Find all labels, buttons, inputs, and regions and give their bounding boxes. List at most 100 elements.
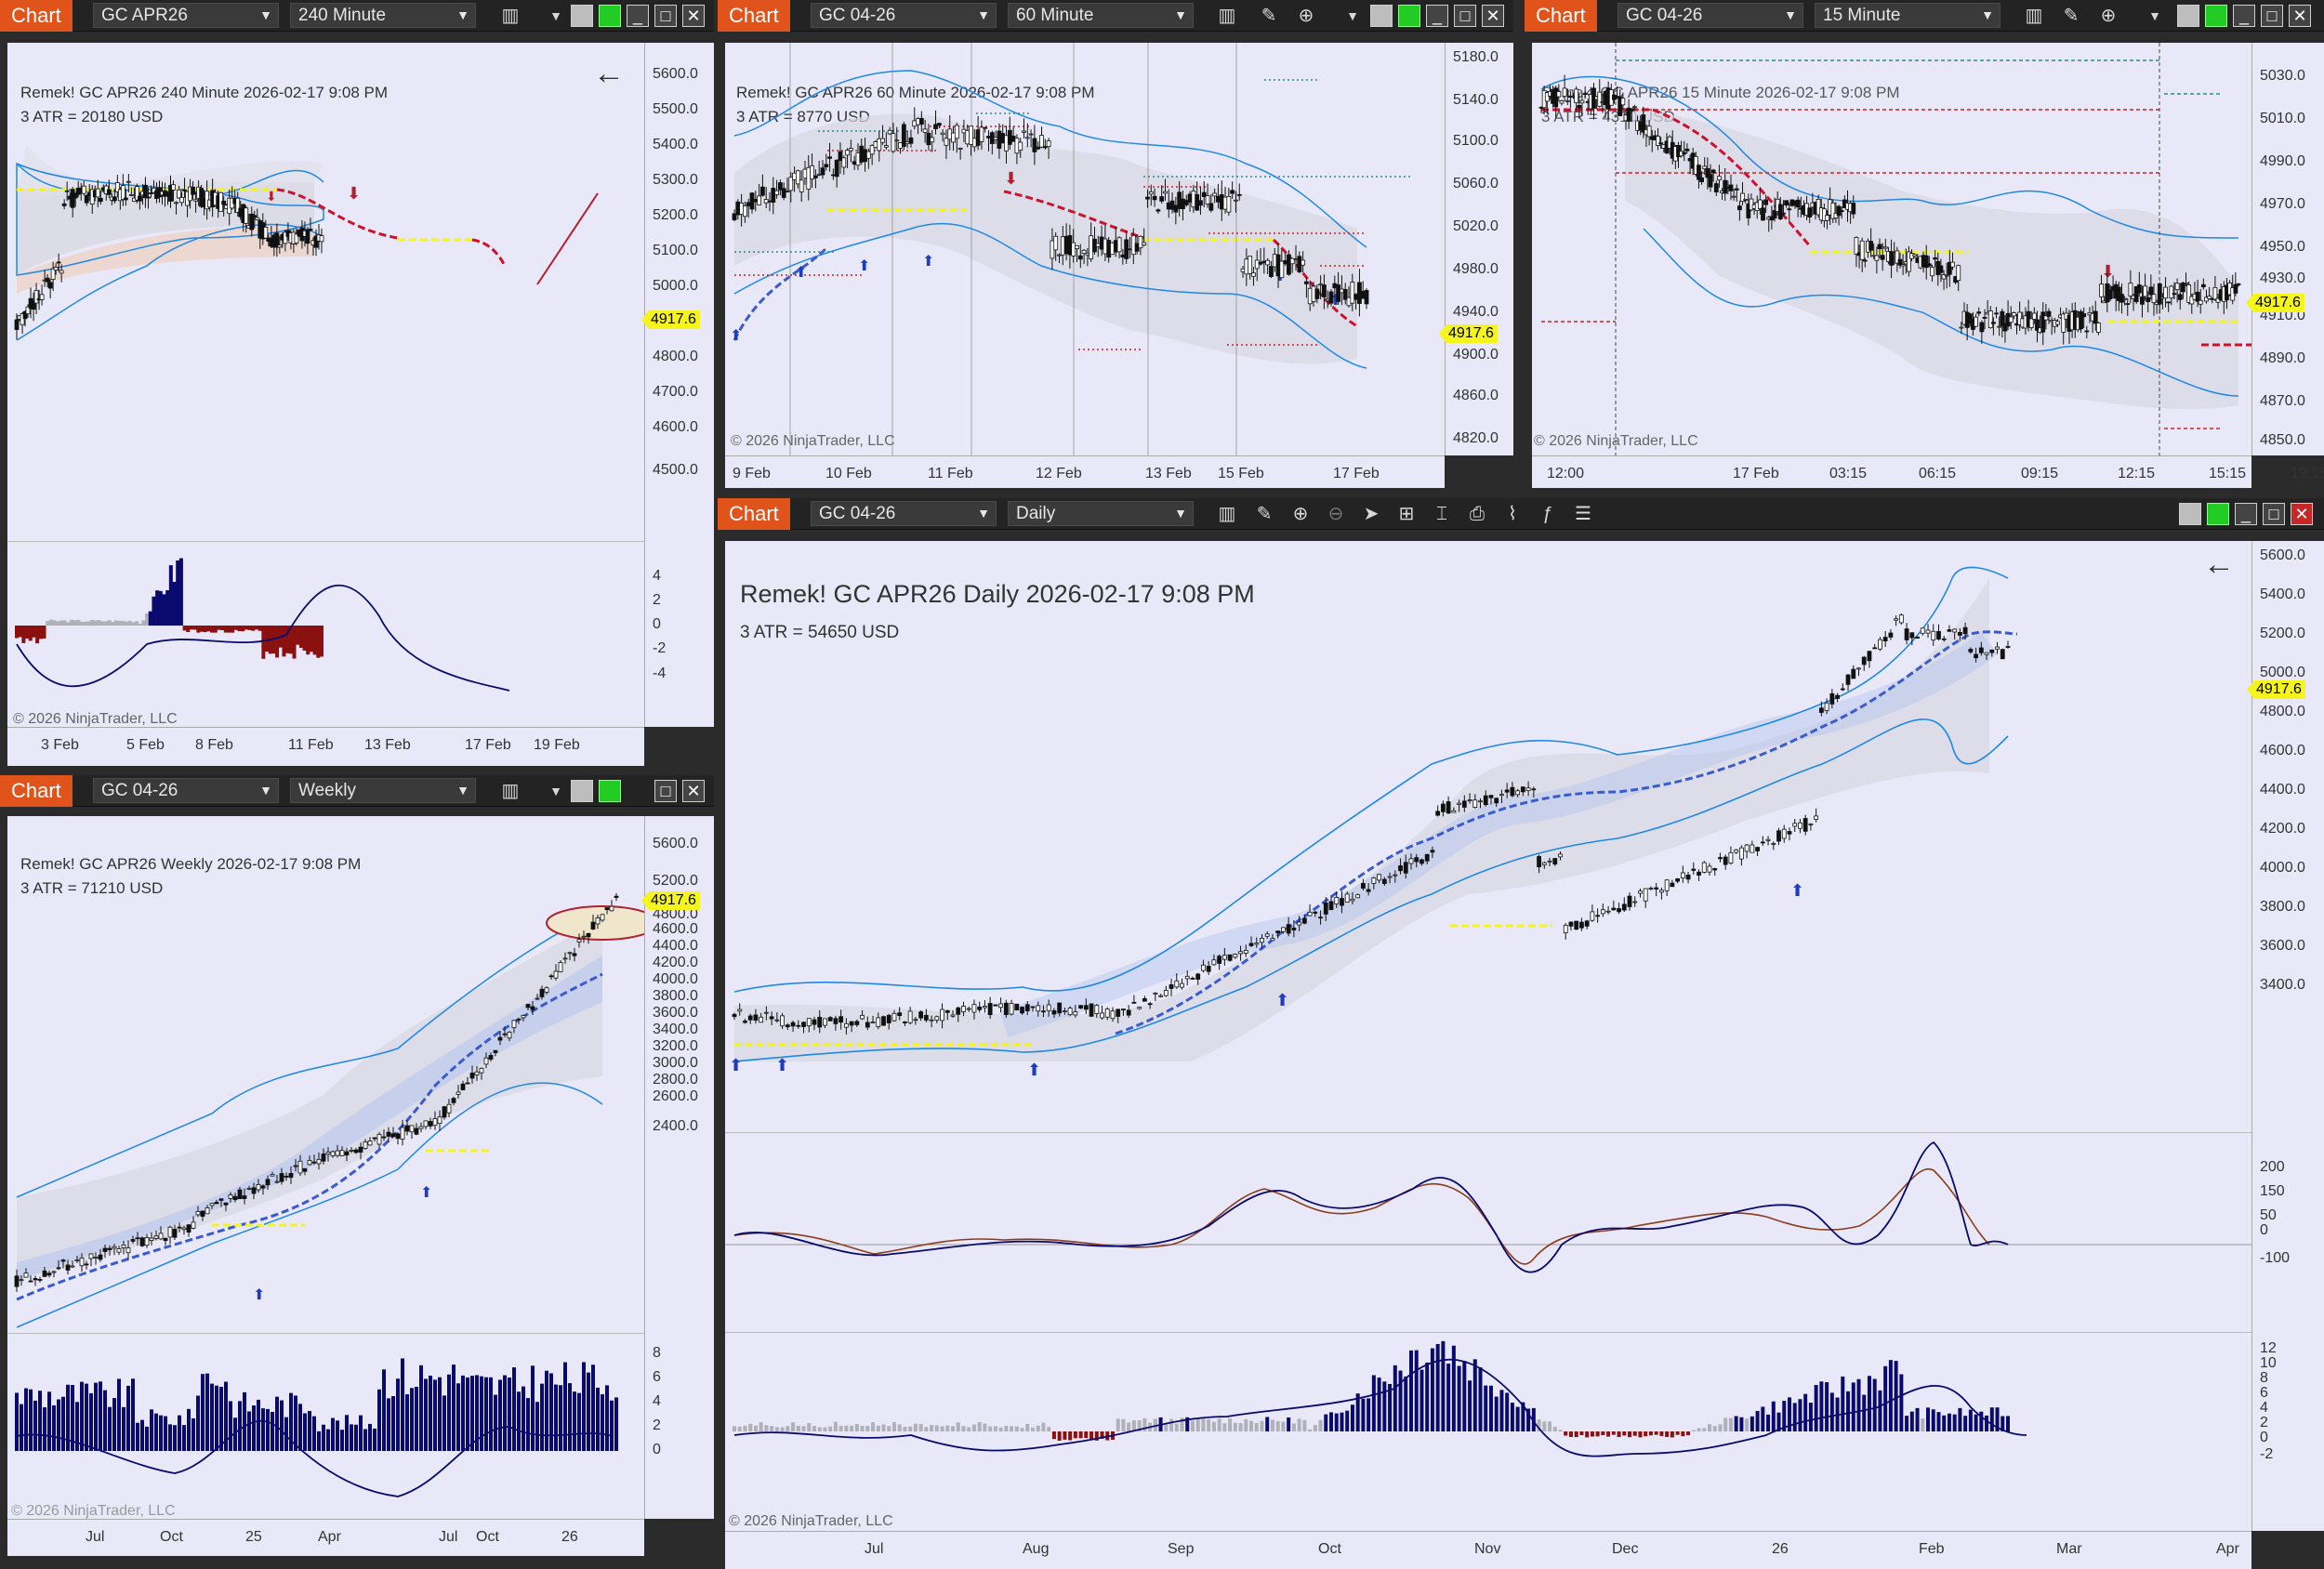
- chevron-down-icon[interactable]: ▼: [2143, 4, 2167, 28]
- candle-body: [1393, 875, 1397, 876]
- candle-body: [908, 1011, 912, 1022]
- histogram-bar: [1212, 1422, 1216, 1431]
- price-panel[interactable]: Remek! GC APR26 60 Minute 2026-02-17 9:0…: [725, 43, 1445, 455]
- properties-icon[interactable]: ⌶: [1430, 502, 1454, 526]
- snapshot-icon[interactable]: ⎙: [1465, 502, 1489, 526]
- indicator-panel[interactable]: © 2026 NinjaTrader, LLC: [7, 1333, 644, 1519]
- price-panel[interactable]: Remek! GC APR26 15 Minute 2026-02-17 9:0…: [1532, 43, 2251, 455]
- indicator-panel[interactable]: © 2026 NinjaTrader, LLC: [725, 1332, 2251, 1531]
- interval-select[interactable]: Weekly ▼: [290, 778, 476, 803]
- bar-type-icon[interactable]: ▥: [498, 779, 522, 803]
- link-color-button[interactable]: [2205, 5, 2227, 27]
- candle-body: [309, 229, 312, 230]
- price-panel[interactable]: Remek! GC APR26 240 Minute 2026-02-17 9:…: [7, 43, 644, 541]
- data-box-icon[interactable]: ⊞: [1394, 502, 1419, 526]
- zoom-out-icon[interactable]: ⊖: [1324, 502, 1348, 526]
- oscillator-panel[interactable]: [725, 1132, 2251, 1332]
- histogram-bar: [1936, 1412, 1940, 1431]
- link-color-button[interactable]: [2207, 503, 2229, 525]
- histogram-bar: [1281, 1422, 1285, 1431]
- minimize-button[interactable]: _: [1426, 5, 1448, 27]
- histogram-bar: [1068, 1431, 1072, 1440]
- indicator-panel[interactable]: © 2026 NinjaTrader, LLC: [7, 541, 644, 727]
- minimize-button[interactable]: _: [2233, 5, 2255, 27]
- maximize-button[interactable]: □: [1454, 5, 1476, 27]
- candle-body: [442, 1107, 446, 1117]
- chart-tab[interactable]: Chart: [1525, 0, 1597, 32]
- maximize-button[interactable]: □: [654, 5, 677, 27]
- close-button[interactable]: ✕: [2291, 503, 2313, 525]
- close-button[interactable]: ✕: [2289, 5, 2311, 27]
- candle-body: [243, 1196, 246, 1199]
- link-color-button[interactable]: [599, 780, 621, 802]
- minimize-button[interactable]: _: [627, 5, 649, 27]
- histogram-bar: [1899, 1375, 1903, 1431]
- bar-type-icon[interactable]: ▥: [2022, 4, 2046, 28]
- interval-select[interactable]: 60 Minute ▼: [1008, 3, 1194, 28]
- axis-tick: 3400.0: [2260, 977, 2305, 994]
- draw-pencil-icon[interactable]: ✎: [2059, 4, 2083, 28]
- chart-tab[interactable]: Chart: [718, 0, 790, 32]
- instrument-select[interactable]: GC 04-26 ▼: [811, 3, 997, 28]
- histogram-bar: [957, 1422, 960, 1431]
- histogram-bar: [1841, 1377, 1844, 1431]
- link-button[interactable]: [1370, 5, 1393, 27]
- instrument-select[interactable]: GC APR26 ▼: [93, 3, 279, 28]
- histogram-bar: [1809, 1403, 1813, 1431]
- chart-tab[interactable]: Chart: [718, 498, 790, 530]
- histogram-bar: [1329, 1412, 1333, 1431]
- candle-body: [438, 1117, 442, 1124]
- histogram-bar: [517, 1391, 521, 1451]
- link-button[interactable]: [2179, 503, 2201, 525]
- link-button[interactable]: [2177, 5, 2199, 27]
- interval-select[interactable]: 240 Minute ▼: [290, 3, 476, 28]
- candle-body: [1304, 282, 1308, 283]
- interval-select[interactable]: Daily ▼: [1008, 501, 1194, 526]
- close-button[interactable]: ✕: [682, 5, 705, 27]
- instrument-select[interactable]: GC 04-26 ▼: [93, 778, 279, 803]
- axis-tick: 4930.0: [2260, 270, 2305, 287]
- price-panel[interactable]: Remek! GC APR26 Weekly 2026-02-17 9:08 P…: [7, 816, 644, 1333]
- chart-tab[interactable]: Chart: [0, 775, 73, 807]
- draw-pencil-icon[interactable]: ✎: [1252, 502, 1276, 526]
- zoom-in-icon[interactable]: ⊕: [1294, 4, 1318, 28]
- link-button[interactable]: [571, 780, 593, 802]
- link-color-button[interactable]: [599, 5, 621, 27]
- indicators-icon[interactable]: ƒ: [1536, 502, 1560, 526]
- histogram-bar: [354, 1425, 358, 1451]
- pointer-icon[interactable]: ➤: [1359, 502, 1383, 526]
- zoom-in-icon[interactable]: ⊕: [1288, 502, 1313, 526]
- zoom-in-icon[interactable]: ⊕: [2096, 4, 2120, 28]
- draw-pencil-icon[interactable]: ✎: [1257, 4, 1281, 28]
- strategies-icon[interactable]: ⌇: [1500, 502, 1525, 526]
- candle-body: [1479, 801, 1483, 802]
- chevron-down-icon[interactable]: ▼: [1340, 4, 1365, 28]
- candle-body: [1142, 243, 1146, 245]
- minimize-button[interactable]: _: [2235, 503, 2257, 525]
- candle-body: [945, 1010, 949, 1012]
- maximize-button[interactable]: □: [2263, 503, 2285, 525]
- interval-select[interactable]: 15 Minute ▼: [1815, 3, 2000, 28]
- link-button[interactable]: [571, 5, 593, 27]
- histogram-bar: [1558, 1430, 1562, 1431]
- chevron-down-icon[interactable]: ▼: [544, 4, 568, 28]
- candle-body: [275, 1181, 279, 1182]
- chart-tab[interactable]: Chart: [0, 0, 73, 32]
- list-icon[interactable]: ☰: [1571, 502, 1595, 526]
- axis-tick: 17 Feb: [1333, 466, 1380, 482]
- axis-tick: 5300.0: [653, 172, 698, 189]
- instrument-select[interactable]: GC 04-26 ▼: [811, 501, 997, 526]
- bar-type-icon[interactable]: ▥: [1215, 4, 1239, 28]
- time-axis: Jul Aug Sep Oct Nov Dec 26 Feb Mar Apr: [725, 1531, 2251, 1569]
- price-panel[interactable]: Remek! GC APR26 Daily 2026-02-17 9:08 PM…: [725, 541, 2251, 1132]
- chevron-down-icon[interactable]: ▼: [544, 779, 568, 803]
- link-color-button[interactable]: [1398, 5, 1420, 27]
- close-button[interactable]: ✕: [682, 780, 705, 802]
- bar-type-icon[interactable]: ▥: [498, 4, 522, 28]
- maximize-button[interactable]: □: [654, 780, 677, 802]
- maximize-button[interactable]: □: [2261, 5, 2283, 27]
- instrument-select[interactable]: GC 04-26 ▼: [1618, 3, 1803, 28]
- close-button[interactable]: ✕: [1482, 5, 1504, 27]
- bar-type-icon[interactable]: ▥: [1215, 502, 1239, 526]
- candle-body: [743, 205, 746, 216]
